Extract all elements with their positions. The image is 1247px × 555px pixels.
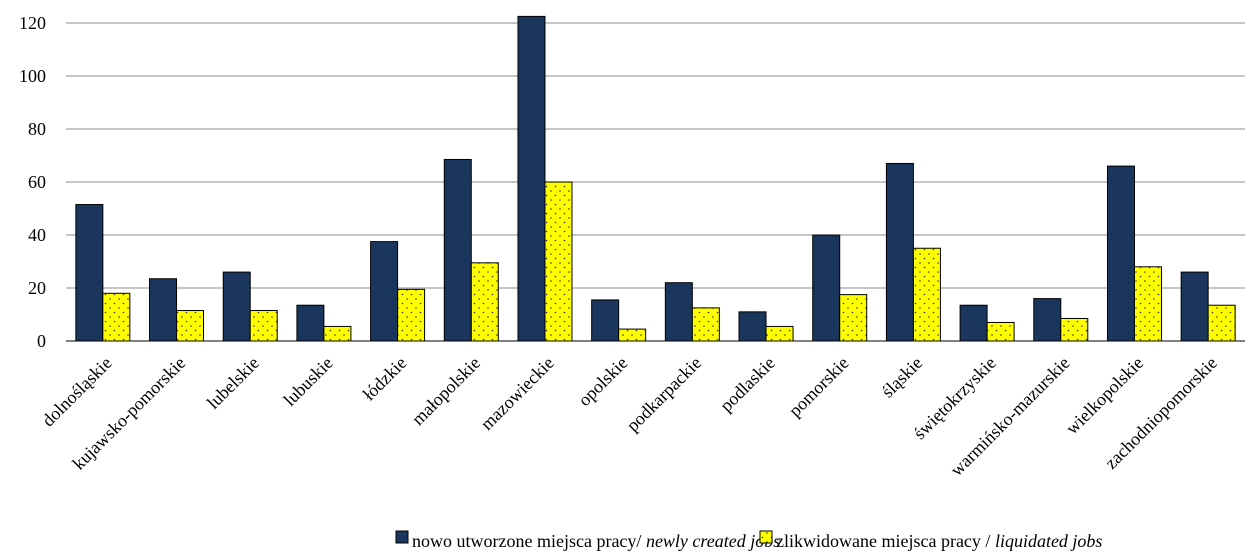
bar-created-1 <box>149 278 178 342</box>
legend-swatch-liquidated <box>759 530 773 544</box>
x-category-label: łódzkie <box>359 353 411 405</box>
x-category-label: mazowieckie <box>477 353 558 434</box>
legend-created-sep: / <box>636 531 646 551</box>
x-category-label: pomorskie <box>785 353 853 421</box>
bar-liquidated-7 <box>618 328 647 342</box>
legend-label-liquidated: zlikwidowane miejsca pracy / liquidated … <box>776 531 1102 551</box>
gridlines <box>66 22 1245 289</box>
bar-created-5 <box>443 158 472 342</box>
x-category-label: lubelskie <box>203 353 263 413</box>
bar-created-8 <box>664 282 693 342</box>
legend-label-created: nowo utworzone miejsca pracy/ newly crea… <box>412 531 780 551</box>
bar-created-9 <box>738 311 767 342</box>
bar-liquidated-2 <box>249 310 278 342</box>
bar-created-10 <box>812 234 841 342</box>
legend-created-pl: nowo utworzone miejsca pracy <box>412 531 636 551</box>
bar-created-12 <box>959 304 988 342</box>
x-category-label: śląskie <box>877 353 926 402</box>
bar-liquidated-12 <box>986 321 1015 342</box>
x-category-label: dolnośląskie <box>38 353 116 431</box>
bar-liquidated-6 <box>544 181 573 342</box>
x-category-label: podlaskie <box>716 353 779 416</box>
y-tick-label: 20 <box>28 278 46 298</box>
legend-liquidated-sep: / <box>981 531 995 551</box>
legend: nowo utworzone miejsca pracy/ newly crea… <box>395 530 1102 551</box>
bar-created-3 <box>296 304 325 342</box>
x-category-label: lubuskie <box>279 353 336 410</box>
bar-liquidated-14 <box>1133 266 1162 342</box>
bars <box>75 15 1236 342</box>
y-axis: 0 20 40 60 80 100 120 <box>19 13 46 351</box>
bar-created-15 <box>1180 271 1209 342</box>
bar-created-2 <box>222 271 251 342</box>
bar-liquidated-3 <box>323 325 352 342</box>
y-tick-label: 80 <box>28 119 46 139</box>
y-tick-label: 40 <box>28 225 46 245</box>
bar-liquidated-9 <box>765 325 794 342</box>
bar-created-13 <box>1033 298 1062 342</box>
bar-created-4 <box>370 241 399 342</box>
y-tick-label: 60 <box>28 172 46 192</box>
bar-liquidated-8 <box>691 307 720 342</box>
bar-liquidated-13 <box>1060 317 1089 342</box>
bar-created-7 <box>591 299 620 342</box>
y-tick-label: 0 <box>37 331 46 351</box>
x-category-label: małopolskie <box>408 353 484 429</box>
bar-created-6 <box>517 15 546 342</box>
bar-liquidated-11 <box>912 247 941 342</box>
bar-created-11 <box>885 162 914 342</box>
legend-swatch-created <box>395 530 409 544</box>
legend-liquidated-en: liquidated jobs <box>995 531 1103 551</box>
legend-liquidated-pl: zlikwidowane miejsca pracy <box>776 531 981 551</box>
y-tick-label: 120 <box>19 13 46 33</box>
bar-liquidated-5 <box>470 262 499 342</box>
bar-created-0 <box>75 204 104 342</box>
bar-liquidated-4 <box>397 288 426 342</box>
bar-liquidated-15 <box>1207 304 1236 342</box>
x-category-label: opolskie <box>574 353 631 410</box>
x-category-label: podkarpackie <box>622 353 705 436</box>
bar-liquidated-0 <box>102 292 131 342</box>
legend-created-en: newly created jobs <box>646 531 780 551</box>
bar-liquidated-1 <box>176 310 205 342</box>
bar-liquidated-10 <box>839 294 868 342</box>
y-tick-label: 100 <box>19 66 46 86</box>
bar-created-14 <box>1106 165 1135 342</box>
